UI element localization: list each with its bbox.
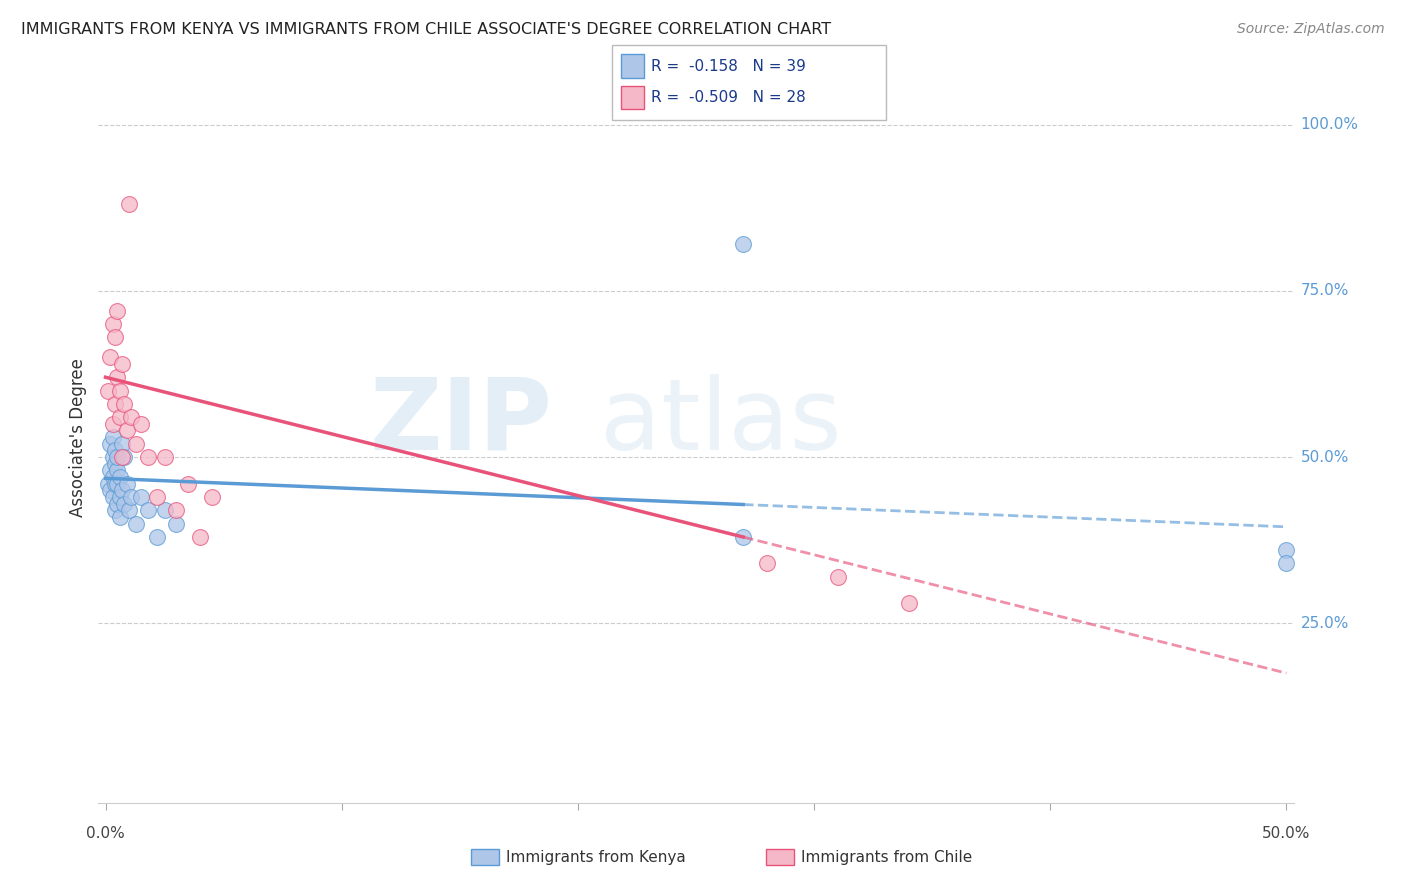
Point [755,557,778,571]
Text: Immigrants from Chile: Immigrants from Chile [801,850,973,864]
Point [98,436,121,450]
Point [111,450,134,464]
Point [125,436,148,450]
Point [165,516,187,531]
Point [104,443,127,458]
Point [98,351,121,365]
Point [105,370,128,384]
Text: 50.0%: 50.0% [1301,450,1348,465]
Text: 0.0%: 0.0% [86,826,125,841]
Text: R =  -0.158   N = 39: R = -0.158 N = 39 [651,59,806,73]
Point [118,503,141,517]
Point [146,530,169,544]
Point [733,237,755,252]
Point [98,483,121,498]
Point [153,450,176,464]
Point [118,197,141,211]
Point [97,476,120,491]
Point [104,503,127,517]
Point [101,490,124,504]
Text: R =  -0.509   N = 28: R = -0.509 N = 28 [651,90,806,104]
Point [201,490,224,504]
Point [105,450,128,464]
Point [104,476,127,491]
Point [146,490,169,504]
Text: atlas: atlas [600,374,842,471]
Point [105,303,128,318]
Text: 75.0%: 75.0% [1301,284,1348,298]
Point [121,490,143,504]
Point [1275,543,1298,558]
Point [112,497,135,511]
Point [177,476,200,491]
Text: Source: ZipAtlas.com: Source: ZipAtlas.com [1237,22,1385,37]
Text: IMMIGRANTS FROM KENYA VS IMMIGRANTS FROM CHILE ASSOCIATE'S DEGREE CORRELATION CH: IMMIGRANTS FROM KENYA VS IMMIGRANTS FROM… [21,22,831,37]
Point [136,503,159,517]
Point [108,410,131,425]
Point [104,330,127,344]
Point [101,450,124,464]
Point [827,570,849,584]
Point [108,509,131,524]
Point [108,384,131,398]
Point [112,450,135,464]
Point [104,457,127,471]
Point [108,490,131,504]
Point [111,436,134,450]
Text: ZIP: ZIP [370,374,553,471]
Point [105,476,128,491]
Text: 50.0%: 50.0% [1263,826,1310,841]
Point [1275,557,1298,571]
Point [125,516,148,531]
Point [733,530,755,544]
Point [115,424,138,438]
Point [188,530,211,544]
Point [897,596,920,610]
Point [101,470,124,484]
Point [111,357,134,371]
Point [105,497,128,511]
Point [101,417,124,431]
Point [108,470,131,484]
Point [104,397,127,411]
Point [98,463,121,477]
Y-axis label: Associate's Degree: Associate's Degree [69,358,87,516]
Text: 25.0%: 25.0% [1301,615,1348,631]
Point [101,317,124,331]
Text: Immigrants from Kenya: Immigrants from Kenya [506,850,686,864]
Point [136,450,159,464]
Text: 100.0%: 100.0% [1301,117,1358,132]
Point [115,476,138,491]
Point [129,490,152,504]
Point [101,430,124,444]
Point [112,397,135,411]
Point [165,503,187,517]
Point [153,503,176,517]
Point [97,384,120,398]
Point [105,463,128,477]
Point [111,483,134,498]
Point [121,410,143,425]
Point [129,417,152,431]
